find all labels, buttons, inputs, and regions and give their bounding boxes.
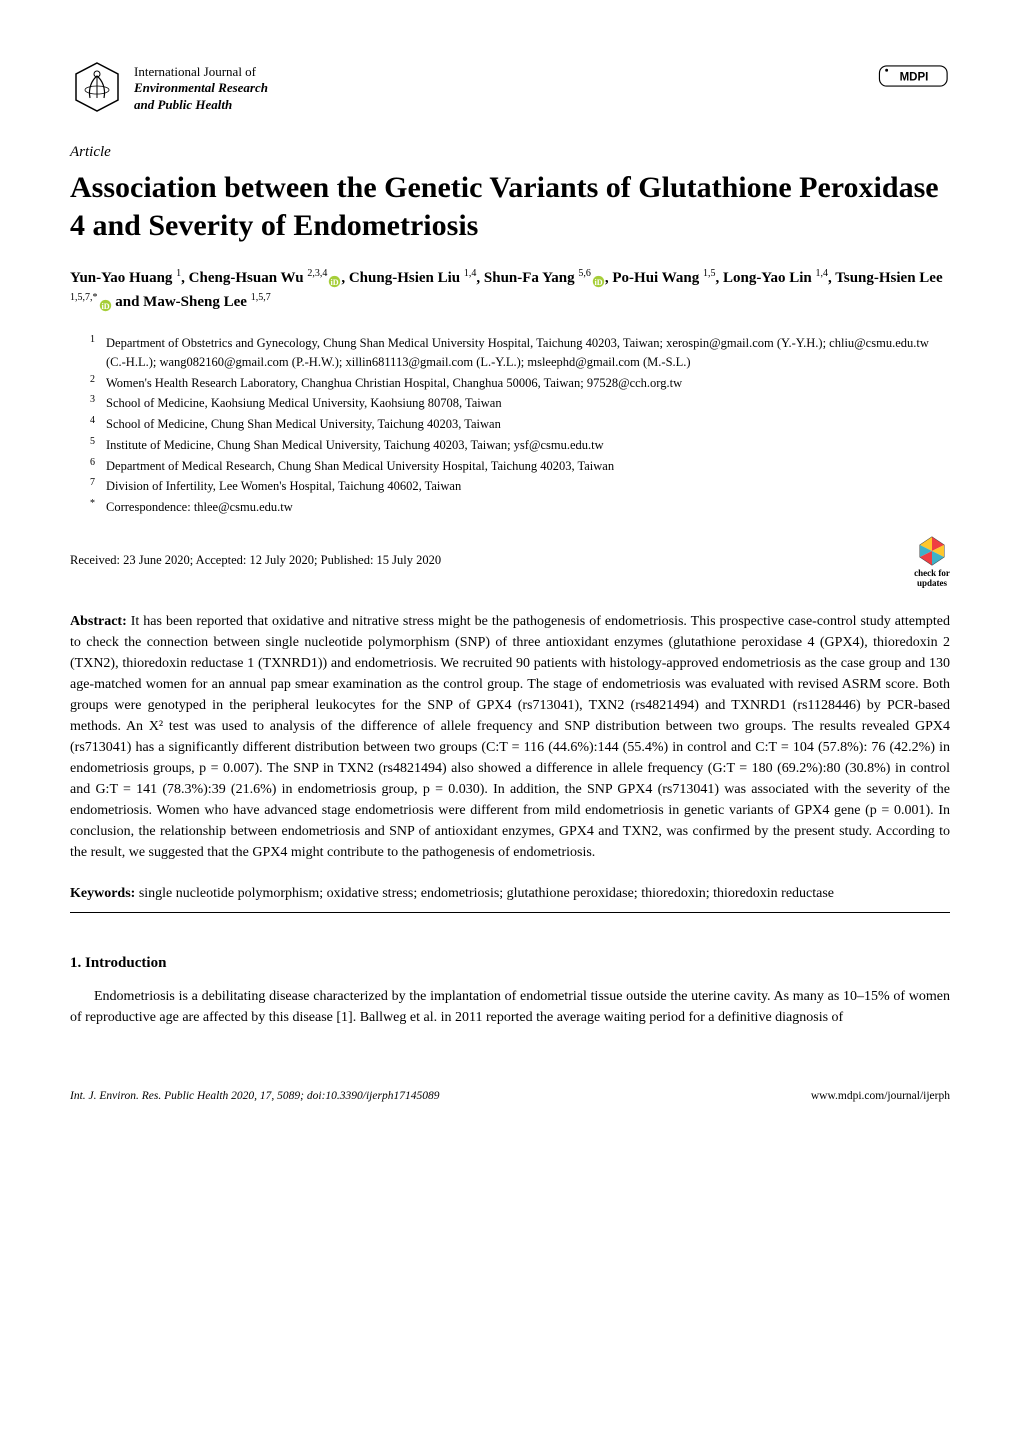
article-type: Article — [70, 142, 950, 163]
affil-sup: 5,6 — [578, 268, 591, 279]
abstract: Abstract: It has been reported that oxid… — [70, 611, 950, 863]
affil-sup: 1,5,7 — [251, 292, 271, 303]
section-heading: 1. Introduction — [70, 953, 950, 974]
affil-sup: 2,3,4 — [307, 268, 327, 279]
author: , Shun-Fa Yang — [476, 270, 578, 286]
affil-num: 4 — [90, 413, 106, 432]
orcid-icon: iD — [99, 296, 112, 309]
affiliation-item: *Correspondence: thlee@csmu.edu.tw — [90, 498, 950, 517]
keywords-label: Keywords: — [70, 886, 135, 901]
affil-num: 5 — [90, 434, 106, 453]
affiliations-list: 1Department of Obstetrics and Gynecology… — [70, 334, 950, 517]
affiliation-item: 6Department of Medical Research, Chung S… — [90, 457, 950, 476]
author: , Long-Yao Lin — [715, 270, 815, 286]
footer-citation: Int. J. Environ. Res. Public Health 2020… — [70, 1088, 439, 1104]
mdpi-logo-icon: MDPI — [878, 60, 950, 92]
affil-text: Department of Medical Research, Chung Sh… — [106, 457, 950, 476]
journal-line3: and Public Health — [134, 97, 268, 113]
author: , Tsung-Hsien Lee — [828, 270, 943, 286]
affil-num: * — [90, 496, 106, 515]
affil-text: Division of Infertility, Lee Women's Hos… — [106, 477, 950, 496]
affil-num: 7 — [90, 475, 106, 494]
affil-num: 6 — [90, 455, 106, 474]
affil-text: Institute of Medicine, Chung Shan Medica… — [106, 436, 950, 455]
header-row: International Journal of Environmental R… — [70, 60, 950, 114]
orcid-icon: iD — [328, 272, 341, 285]
svg-text:iD: iD — [594, 278, 602, 287]
author: Yun-Yao Huang — [70, 270, 176, 286]
affiliation-item: 5Institute of Medicine, Chung Shan Medic… — [90, 436, 950, 455]
affil-num: 2 — [90, 372, 106, 391]
journal-title-block: International Journal of Environmental R… — [134, 60, 268, 113]
author: , Cheng-Hsuan Wu — [181, 270, 307, 286]
affiliation-item: 2Women's Health Research Laboratory, Cha… — [90, 374, 950, 393]
affil-num: 1 — [90, 332, 106, 370]
author: , Chung-Hsien Liu — [341, 270, 464, 286]
body-paragraph: Endometriosis is a debilitating disease … — [70, 986, 950, 1028]
keywords-divider — [70, 912, 950, 913]
journal-line1: International Journal of — [134, 64, 268, 80]
author: , Po-Hui Wang — [605, 270, 703, 286]
affil-sup: 1,4 — [464, 268, 477, 279]
abstract-label: Abstract: — [70, 614, 127, 629]
svg-text:iD: iD — [101, 302, 109, 311]
affil-sup: 1,4 — [816, 268, 829, 279]
affiliation-item: 7Division of Infertility, Lee Women's Ho… — [90, 477, 950, 496]
crossmark-icon — [914, 533, 950, 569]
check-line2: updates — [917, 578, 947, 588]
dates-row: Received: 23 June 2020; Accepted: 12 Jul… — [70, 533, 950, 589]
authors-list: Yun-Yao Huang 1, Cheng-Hsuan Wu 2,3,4iD,… — [70, 266, 950, 314]
affil-sup: 1,5,7,* — [70, 292, 98, 303]
svg-text:iD: iD — [331, 278, 339, 287]
affil-sup: 1,5 — [703, 268, 716, 279]
orcid-icon: iD — [592, 272, 605, 285]
affil-num: 3 — [90, 392, 106, 411]
publication-dates: Received: 23 June 2020; Accepted: 12 Jul… — [70, 552, 441, 570]
abstract-text: It has been reported that oxidative and … — [70, 614, 950, 860]
affil-text: Department of Obstetrics and Gynecology,… — [106, 334, 950, 372]
check-line1: check for — [914, 568, 950, 578]
ijerph-logo-icon — [70, 60, 124, 114]
keywords-text: single nucleotide polymorphism; oxidativ… — [135, 886, 834, 901]
affil-text: School of Medicine, Chung Shan Medical U… — [106, 415, 950, 434]
affiliation-item: 1Department of Obstetrics and Gynecology… — [90, 334, 950, 372]
journal-line2: Environmental Research — [134, 80, 268, 96]
check-updates-badge[interactable]: check for updates — [914, 533, 950, 589]
affil-text: Correspondence: thlee@csmu.edu.tw — [106, 498, 950, 517]
check-updates-text: check for updates — [914, 569, 950, 589]
article-title: Association between the Genetic Variants… — [70, 169, 950, 244]
author: and Maw-Sheng Lee — [112, 294, 251, 310]
affil-text: Women's Health Research Laboratory, Chan… — [106, 374, 950, 393]
svg-text:MDPI: MDPI — [900, 71, 929, 83]
affiliation-item: 4School of Medicine, Chung Shan Medical … — [90, 415, 950, 434]
footer-url: www.mdpi.com/journal/ijerph — [811, 1088, 950, 1104]
affiliation-item: 3School of Medicine, Kaohsiung Medical U… — [90, 394, 950, 413]
footer: Int. J. Environ. Res. Public Health 2020… — [70, 1088, 950, 1104]
journal-block: International Journal of Environmental R… — [70, 60, 268, 114]
keywords: Keywords: single nucleotide polymorphism… — [70, 883, 950, 904]
affil-text: School of Medicine, Kaohsiung Medical Un… — [106, 394, 950, 413]
